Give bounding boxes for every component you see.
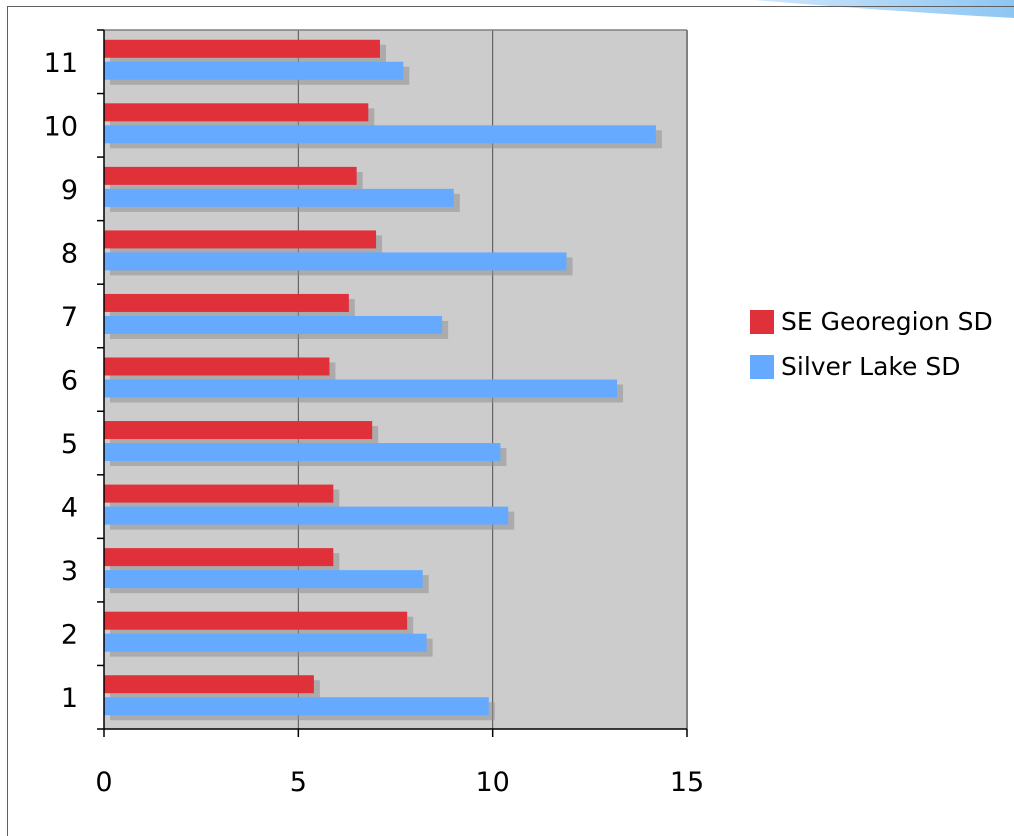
y-tick-label-9: 9 <box>61 175 78 206</box>
y-tick-label-8: 8 <box>61 238 78 269</box>
legend-swatch-silver-lake <box>750 355 774 379</box>
y-tick-label-10: 10 <box>44 111 78 142</box>
bar-se-georegion-6 <box>104 357 330 376</box>
y-tick-label-11: 11 <box>44 48 78 79</box>
bar-silver-lake-9 <box>104 188 454 207</box>
chart-frame <box>7 6 1014 836</box>
y-tick-label-7: 7 <box>61 302 78 333</box>
y-tick-label-4: 4 <box>61 493 78 524</box>
y-tick-label-5: 5 <box>61 429 78 460</box>
legend-label-se-georegion: SE Georegion SD <box>781 307 993 336</box>
y-tick-label-3: 3 <box>61 556 78 587</box>
y-tick-label-2: 2 <box>61 620 78 651</box>
bar-silver-lake-2 <box>104 633 427 652</box>
bar-silver-lake-4 <box>104 506 509 525</box>
bar-se-georegion-1 <box>104 675 314 694</box>
bar-silver-lake-1 <box>104 697 489 716</box>
bar-silver-lake-7 <box>104 315 443 334</box>
legend-swatch-se-georegion <box>750 310 774 334</box>
bar-se-georegion-2 <box>104 611 408 630</box>
x-tick-label-0: 0 <box>95 767 112 798</box>
x-tick-label-10: 10 <box>475 767 509 798</box>
legend-item-se-georegion: SE Georegion SD <box>750 303 1012 340</box>
bar-silver-lake-5 <box>104 443 501 462</box>
legend: SE Georegion SD Silver Lake SD <box>750 303 1012 393</box>
x-tick-label-5: 5 <box>290 767 307 798</box>
bar-se-georegion-8 <box>104 230 377 249</box>
bar-silver-lake-10 <box>104 125 656 144</box>
legend-item-silver-lake: Silver Lake SD <box>750 348 1012 385</box>
y-tick-label-1: 1 <box>61 683 78 714</box>
bar-se-georegion-3 <box>104 548 334 567</box>
bar-silver-lake-3 <box>104 570 423 589</box>
bar-se-georegion-4 <box>104 484 334 503</box>
bar-se-georegion-11 <box>104 39 380 58</box>
bar-silver-lake-8 <box>104 252 567 271</box>
bar-silver-lake-11 <box>104 61 404 80</box>
legend-label-silver-lake: Silver Lake SD <box>781 352 961 381</box>
bar-se-georegion-10 <box>104 103 369 122</box>
y-tick-label-6: 6 <box>61 366 78 397</box>
bar-silver-lake-6 <box>104 379 618 398</box>
bar-se-georegion-5 <box>104 421 373 440</box>
bar-se-georegion-9 <box>104 166 357 185</box>
x-tick-label-15: 15 <box>670 767 704 798</box>
bar-se-georegion-7 <box>104 293 349 312</box>
